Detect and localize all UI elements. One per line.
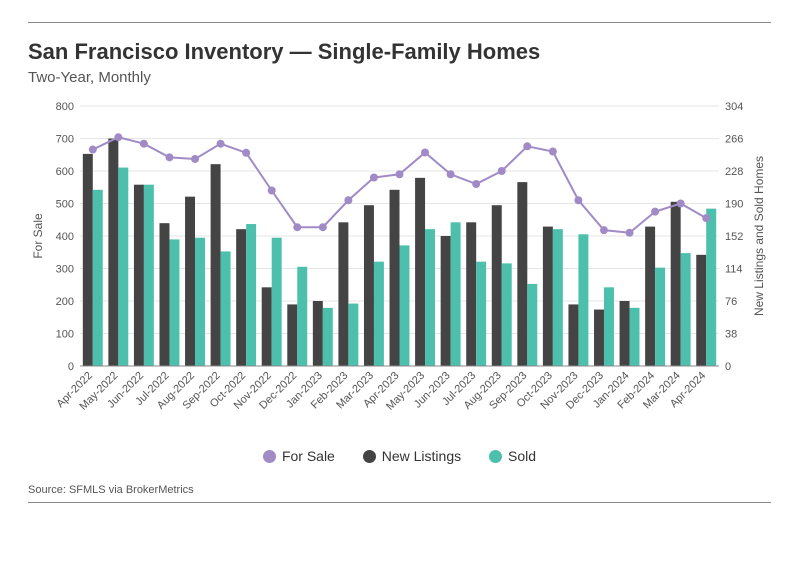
svg-text:76: 76 — [725, 296, 737, 308]
svg-text:190: 190 — [725, 199, 743, 211]
svg-text:300: 300 — [56, 264, 74, 276]
bottom-rule — [28, 502, 771, 503]
legend-label: New Listings — [382, 448, 461, 464]
svg-text:New Listings and Sold Homes: New Listings and Sold Homes — [752, 156, 766, 316]
legend: For Sale New Listings Sold — [28, 448, 771, 466]
legend-item-new-listings: New Listings — [363, 448, 461, 464]
legend-item-sold: Sold — [489, 448, 536, 464]
svg-text:266: 266 — [725, 134, 743, 146]
svg-text:0: 0 — [725, 361, 731, 373]
svg-text:600: 600 — [56, 166, 74, 178]
chart-svg: 0 100 200 300 400 500 600 700 800 0 38 76 114 152 190 2… — [28, 98, 771, 428]
source-text: Source: SFMLS via BrokerMetrics — [28, 484, 771, 496]
svg-text:800: 800 — [56, 101, 74, 113]
svg-text:For Sale: For Sale — [31, 213, 45, 259]
circle-icon — [489, 450, 502, 463]
chart-title: San Francisco Inventory — Single-Family … — [28, 39, 771, 65]
legend-label: Sold — [508, 448, 536, 464]
svg-text:200: 200 — [56, 296, 74, 308]
chart-area: 0 100 200 300 400 500 600 700 800 0 38 76 114 152 190 2… — [28, 98, 771, 428]
chart-subtitle: Two-Year, Monthly — [28, 69, 771, 86]
legend-item-for-sale: For Sale — [263, 448, 335, 464]
svg-text:700: 700 — [56, 134, 74, 146]
chart-card: San Francisco Inventory — Single-Family … — [0, 0, 799, 575]
svg-text:500: 500 — [56, 199, 74, 211]
circle-icon — [363, 450, 376, 463]
legend-label: For Sale — [282, 448, 335, 464]
svg-text:114: 114 — [725, 264, 743, 276]
svg-text:228: 228 — [725, 166, 743, 178]
circle-icon — [263, 450, 276, 463]
svg-text:304: 304 — [725, 101, 743, 113]
svg-text:400: 400 — [56, 231, 74, 243]
svg-text:38: 38 — [725, 329, 737, 341]
svg-text:0: 0 — [68, 361, 74, 373]
top-rule — [28, 22, 771, 23]
svg-text:152: 152 — [725, 231, 743, 243]
svg-text:100: 100 — [56, 329, 74, 341]
